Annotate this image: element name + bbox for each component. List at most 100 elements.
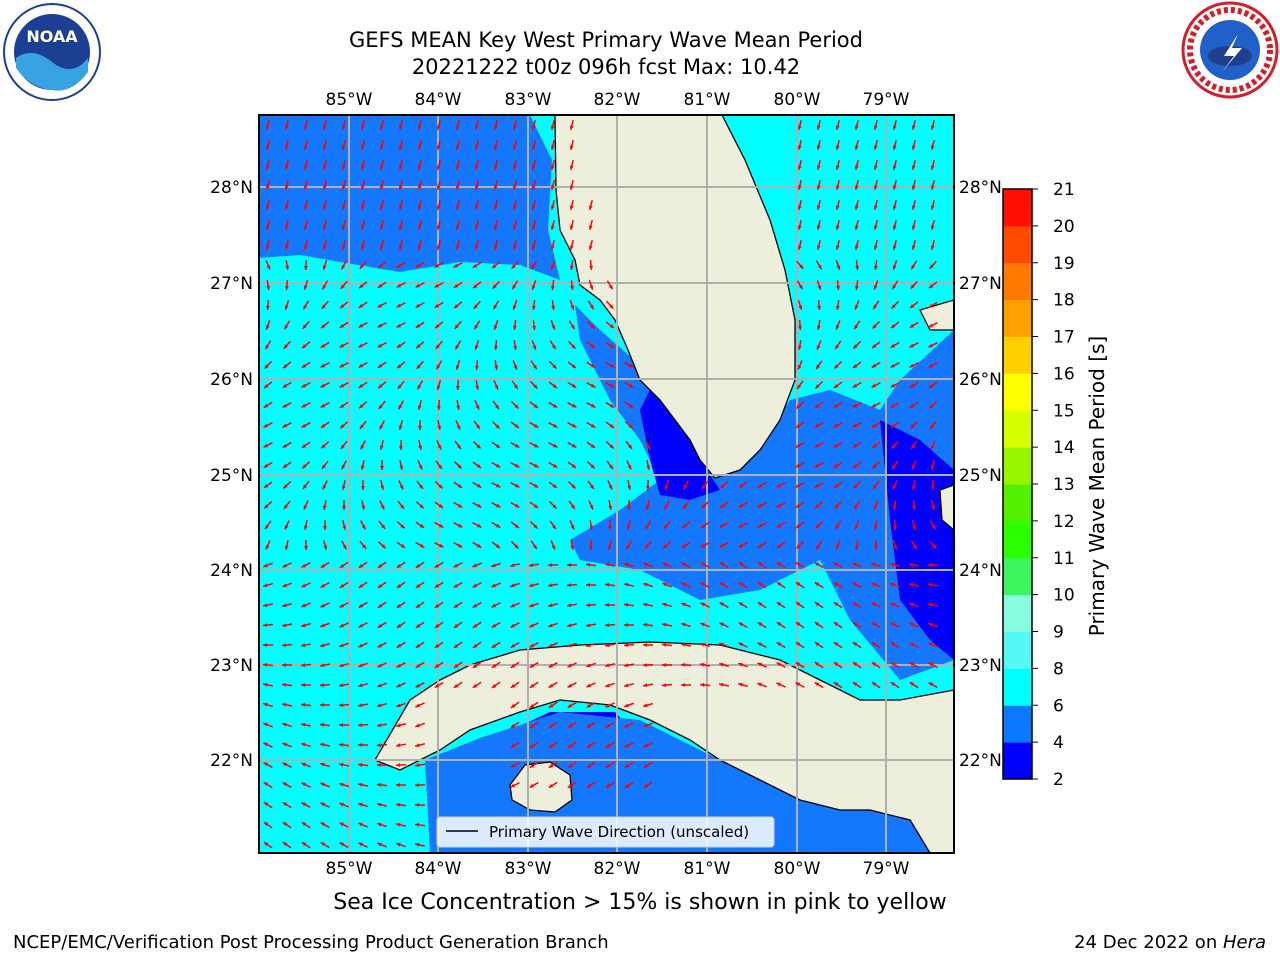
wave-direction-arrow bbox=[320, 382, 330, 388]
wave-direction-arrow bbox=[795, 661, 805, 669]
wave-direction-arrow bbox=[624, 761, 634, 769]
wave-direction-arrow bbox=[586, 441, 596, 449]
wave-direction-arrow bbox=[435, 460, 443, 470]
wave-direction-arrow bbox=[472, 461, 482, 469]
wave-direction-arrow bbox=[566, 603, 578, 608]
wave-direction-arrow bbox=[608, 499, 613, 511]
wave-direction-arrow bbox=[417, 399, 423, 411]
wave-direction-arrow bbox=[360, 139, 365, 151]
wave-direction-arrow bbox=[284, 159, 289, 171]
wave-direction-arrow bbox=[683, 480, 689, 490]
colorbar-tick-label: 12 bbox=[1053, 512, 1075, 532]
wave-direction-arrow bbox=[776, 661, 786, 669]
wave-direction-arrow bbox=[814, 581, 824, 589]
wave-direction-arrow bbox=[300, 742, 312, 748]
wave-direction-arrow bbox=[455, 179, 460, 191]
colorbar-segment bbox=[1003, 557, 1032, 596]
wave-direction-arrow bbox=[890, 681, 900, 689]
wave-direction-arrow bbox=[263, 801, 273, 809]
wave-direction-arrow bbox=[529, 761, 539, 769]
lat-label-right: 24°N bbox=[959, 561, 1002, 581]
wave-direction-arrow bbox=[263, 461, 273, 469]
wave-direction-arrow bbox=[567, 381, 577, 389]
wave-direction-arrow bbox=[434, 521, 444, 529]
wave-direction-arrow bbox=[358, 642, 368, 648]
wave-direction-arrow bbox=[341, 199, 346, 211]
wave-direction-arrow bbox=[814, 520, 824, 530]
wave-direction-arrow bbox=[700, 501, 710, 509]
wave-direction-arrow bbox=[417, 460, 423, 470]
wave-direction-arrow bbox=[680, 642, 692, 647]
wave-direction-arrow bbox=[814, 661, 824, 669]
wave-direction-arrow bbox=[396, 621, 406, 629]
colorbar-tick-label: 2 bbox=[1053, 770, 1064, 790]
wave-direction-arrow bbox=[835, 299, 840, 311]
wave-direction-arrow bbox=[854, 539, 859, 551]
wave-direction-arrow bbox=[585, 582, 597, 587]
wave-direction-arrow bbox=[284, 119, 289, 131]
wave-direction-arrow bbox=[873, 159, 878, 171]
wave-direction-arrow bbox=[529, 781, 539, 789]
wave-direction-arrow bbox=[833, 381, 843, 389]
wave-direction-arrow bbox=[795, 501, 805, 509]
wave-direction-arrow bbox=[414, 763, 426, 768]
wave-direction-arrow bbox=[434, 621, 444, 629]
wave-direction-arrow bbox=[511, 280, 519, 290]
wave-direction-arrow bbox=[892, 139, 897, 151]
wave-direction-arrow bbox=[815, 360, 823, 370]
wave-direction-arrow bbox=[358, 822, 368, 828]
wave-direction-arrow bbox=[339, 822, 349, 828]
wave-direction-arrow bbox=[852, 562, 862, 568]
wave-direction-arrow bbox=[303, 179, 308, 191]
wave-direction-arrow bbox=[320, 561, 330, 569]
wave-direction-arrow bbox=[699, 642, 711, 648]
wave-direction-arrow bbox=[415, 321, 425, 329]
lon-label-top: 82°W bbox=[594, 90, 641, 110]
wave-direction-arrow bbox=[586, 761, 596, 769]
wave-direction-arrow bbox=[342, 499, 347, 511]
wave-direction-arrow bbox=[396, 682, 406, 688]
wave-direction-arrow bbox=[796, 280, 804, 290]
wave-direction-arrow bbox=[341, 479, 346, 491]
wave-direction-arrow bbox=[569, 199, 574, 211]
lat-label-left: 28°N bbox=[210, 178, 253, 198]
wave-direction-arrow bbox=[550, 199, 555, 211]
wave-direction-arrow bbox=[474, 219, 479, 231]
wave-direction-arrow bbox=[586, 461, 596, 469]
wave-direction-arrow bbox=[550, 179, 555, 191]
wave-direction-arrow bbox=[263, 381, 273, 389]
wave-direction-arrow bbox=[871, 441, 881, 449]
wave-direction-arrow bbox=[854, 199, 859, 211]
wave-direction-arrow bbox=[776, 521, 786, 529]
wave-direction-arrow bbox=[871, 681, 881, 689]
wave-direction-arrow bbox=[436, 159, 441, 171]
wave-direction-arrow bbox=[892, 260, 898, 270]
wave-direction-arrow bbox=[358, 802, 368, 808]
wave-direction-arrow bbox=[321, 300, 329, 310]
wave-direction-arrow bbox=[376, 802, 388, 807]
wave-direction-arrow bbox=[547, 563, 559, 568]
wave-direction-arrow bbox=[719, 601, 729, 609]
wave-direction-arrow bbox=[358, 601, 368, 609]
wave-direction-arrow bbox=[605, 761, 615, 769]
wave-direction-arrow bbox=[566, 562, 578, 567]
wave-direction-arrow bbox=[454, 440, 462, 450]
wave-direction-arrow bbox=[320, 581, 330, 589]
wave-direction-arrow bbox=[398, 199, 403, 211]
noaa-logo: NOAA bbox=[3, 3, 101, 101]
wave-direction-arrow bbox=[930, 199, 935, 211]
wave-direction-arrow bbox=[379, 139, 384, 151]
wave-direction-arrow bbox=[472, 601, 482, 609]
wave-direction-arrow bbox=[643, 761, 653, 769]
wave-direction-arrow bbox=[605, 382, 615, 388]
lon-label-top: 85°W bbox=[326, 90, 373, 110]
wave-direction-arrow bbox=[300, 702, 312, 707]
wave-direction-arrow bbox=[513, 339, 518, 351]
wave-direction-arrow bbox=[301, 841, 311, 849]
wave-direction-arrow bbox=[511, 260, 519, 270]
wave-direction-arrow bbox=[474, 159, 479, 171]
wave-direction-arrow bbox=[302, 320, 310, 330]
wave-direction-arrow bbox=[757, 662, 767, 668]
wave-direction-arrow bbox=[682, 500, 690, 510]
wave-direction-arrow bbox=[912, 499, 917, 511]
